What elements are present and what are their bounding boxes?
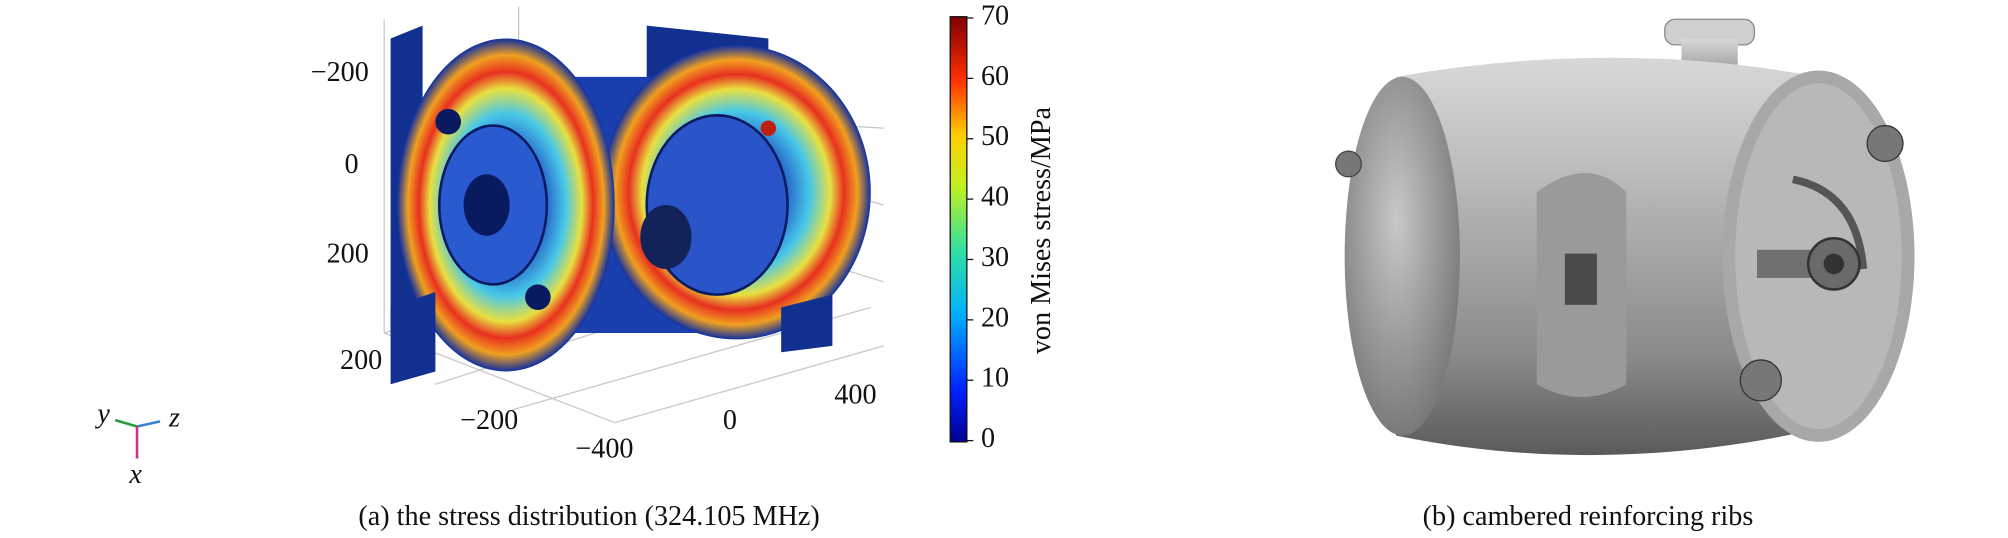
triad-label: y xyxy=(94,399,110,430)
axis-label: 200 xyxy=(327,239,369,270)
axis-triad: y z x xyxy=(94,399,180,490)
colorbar-ticks: 70 60 50 40 30 20 10 0 xyxy=(966,0,1009,454)
axis-labels: −200 0 200 200 −200 −400 0 400 xyxy=(311,57,877,465)
triad-label: x xyxy=(128,459,142,490)
colorbar-label: von Mises stress/MPa xyxy=(1026,107,1057,355)
colorbar-tick-label: 40 xyxy=(981,182,1009,213)
cavity-model xyxy=(1335,18,1915,456)
colorbar-tick-label: 70 xyxy=(981,0,1009,31)
axis-label: 0 xyxy=(344,149,358,180)
axis-label: 0 xyxy=(723,405,737,436)
triad-label: z xyxy=(168,403,180,434)
colorbar-tick-label: 0 xyxy=(981,423,995,454)
axis-label: −400 xyxy=(575,433,633,464)
colorbar-tick-label: 50 xyxy=(981,121,1009,152)
axis-label: 400 xyxy=(834,380,876,411)
caption: (b) cambered reinforcing ribs xyxy=(1423,501,1754,532)
colorbar-tick-label: 20 xyxy=(981,302,1009,333)
caption: (a) the stress distribution (324.105 MHz… xyxy=(358,501,819,532)
colorbar-tick-label: 60 xyxy=(981,61,1009,92)
axis-label: −200 xyxy=(460,405,518,436)
colorbar-tick-label: 30 xyxy=(981,242,1009,273)
colorbar-tick-label: 10 xyxy=(981,363,1009,394)
stress-model xyxy=(390,25,871,385)
axis-label: 200 xyxy=(340,345,382,376)
axis-label: −200 xyxy=(311,57,369,88)
colorbar xyxy=(949,16,968,443)
